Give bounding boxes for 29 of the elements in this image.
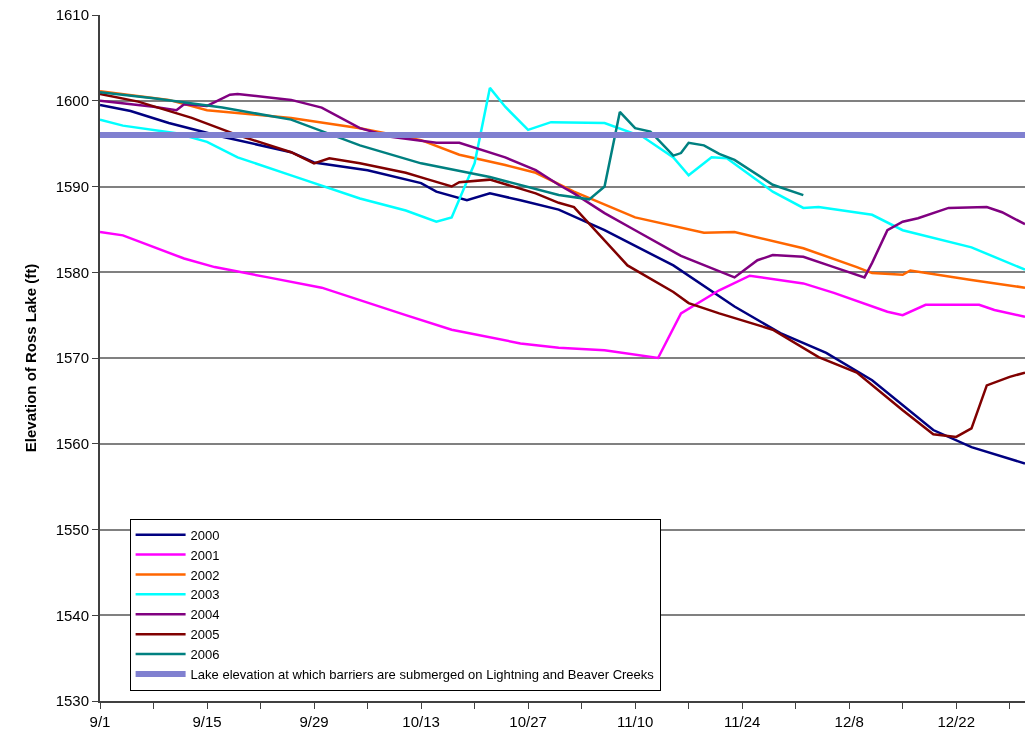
x-tick-label: 12/8 [834,713,864,730]
y-tick-label: 1560 [55,435,89,452]
y-axis-title: Elevation of Ross Lake (ft) [22,263,40,453]
y-tick-label: 1610 [55,6,89,24]
line-series [100,230,1025,360]
y-tick-label: 1580 [55,263,89,281]
legend-label: 2003 [190,587,220,603]
y-tick-label: 1530 [55,692,89,710]
x-tick-label: 9/15 [192,713,222,730]
legend-label: 2001 [190,547,220,563]
legend-label: 2004 [190,607,220,623]
legend-label: 2005 [190,627,220,643]
y-tick-label: 1540 [55,606,89,624]
line-series [100,90,805,201]
x-tick-label: 11/10 [616,713,654,730]
legend-label: Lake elevation at which barriers are submerged on Lightning and Beaver Creeks [190,667,655,683]
y-tick-label: 1570 [55,349,89,367]
legend-label: 2002 [190,567,220,583]
x-tick-label: 9/29 [299,713,329,730]
x-tick-label: 9/1 [89,713,111,730]
x-tick-label: 11/24 [723,713,761,730]
y-tick-label: 1590 [55,177,89,195]
x-tick-label: 10/27 [509,713,547,730]
y-tick-label: 1550 [55,520,89,538]
x-tick-label: 10/13 [402,713,440,730]
x-tick-label: 12/22 [937,713,975,730]
legend-label: 2006 [190,647,220,663]
y-tick-label: 1600 [55,92,89,109]
legend-label: 2000 [190,527,220,543]
